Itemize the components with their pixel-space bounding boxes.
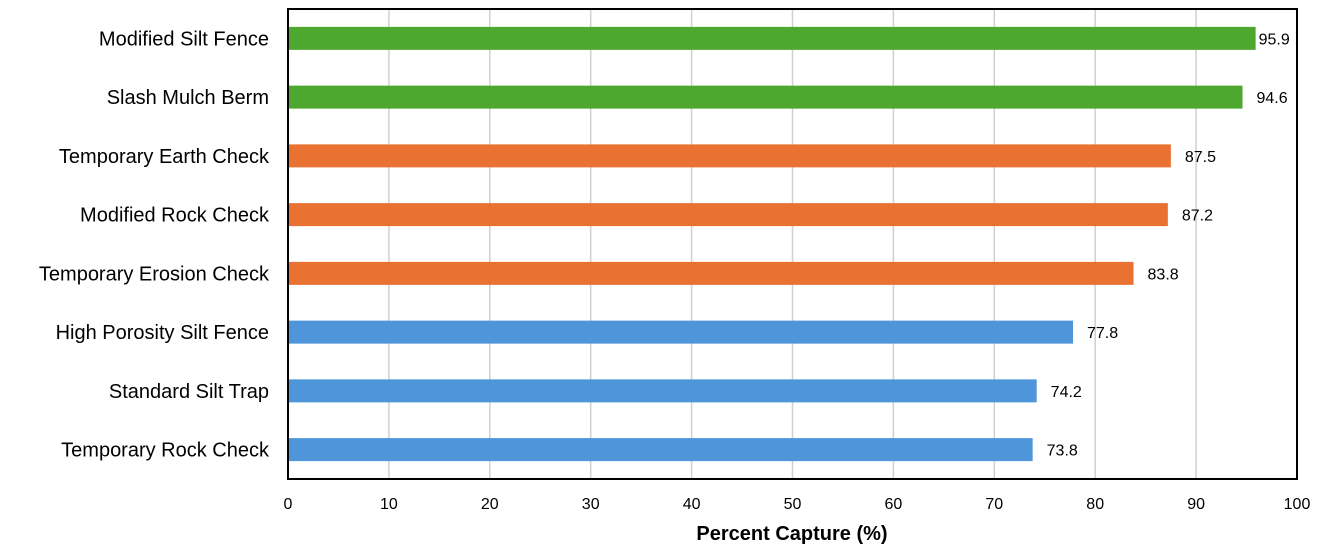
category-label: Temporary Erosion Check xyxy=(39,263,270,285)
x-tick-label: 40 xyxy=(683,496,701,513)
data-label: 73.8 xyxy=(1047,443,1078,460)
data-label: 77.8 xyxy=(1087,325,1118,342)
x-tick-label: 80 xyxy=(1086,496,1104,513)
x-tick-label: 20 xyxy=(481,496,499,513)
gridlines xyxy=(388,9,1197,479)
category-label: Modified Rock Check xyxy=(80,205,270,227)
x-tick-label: 50 xyxy=(784,496,802,513)
x-tick-label: 70 xyxy=(985,496,1003,513)
bar xyxy=(288,320,1074,344)
data-label: 87.2 xyxy=(1182,208,1213,225)
bar xyxy=(288,26,1256,50)
bar xyxy=(288,85,1243,109)
category-labels: Modified Silt Fence Slash Mulch Berm Tempo… xyxy=(39,28,270,461)
data-label: 94.6 xyxy=(1257,90,1288,107)
category-label: Temporary Rock Check xyxy=(61,440,270,462)
data-label: 83.8 xyxy=(1148,266,1179,283)
data-label: 87.5 xyxy=(1185,149,1216,166)
plot-area-frame xyxy=(287,8,1298,480)
category-label: Modified Silt Fence xyxy=(99,28,269,50)
data-label: 95.9 xyxy=(1259,31,1290,48)
x-tick-label: 10 xyxy=(380,496,398,513)
x-tick-labels: 0 10 20 30 40 50 60 70 80 90 100 xyxy=(284,496,1311,513)
x-tick-label: 30 xyxy=(582,496,600,513)
bar xyxy=(288,379,1037,403)
bar xyxy=(288,144,1171,168)
x-tick-label: 90 xyxy=(1187,496,1205,513)
x-tick-label: 0 xyxy=(284,496,293,513)
category-label: Slash Mulch Berm xyxy=(107,87,269,109)
bar xyxy=(288,203,1168,227)
data-label: 74.2 xyxy=(1051,384,1082,401)
bar xyxy=(288,438,1033,462)
data-labels: 95.9 94.6 87.5 87.2 83.8 77.8 74.2 73.8 xyxy=(1047,31,1290,459)
x-tick-label: 60 xyxy=(885,496,903,513)
category-label: High Porosity Silt Fence xyxy=(56,322,269,344)
category-label: Standard Silt Trap xyxy=(109,381,269,403)
category-label: Temporary Earth Check xyxy=(59,146,270,168)
x-tick-label: 100 xyxy=(1284,496,1311,513)
bars xyxy=(288,26,1256,462)
bar xyxy=(288,261,1134,285)
x-axis-title: Percent Capture (%) xyxy=(696,523,887,545)
